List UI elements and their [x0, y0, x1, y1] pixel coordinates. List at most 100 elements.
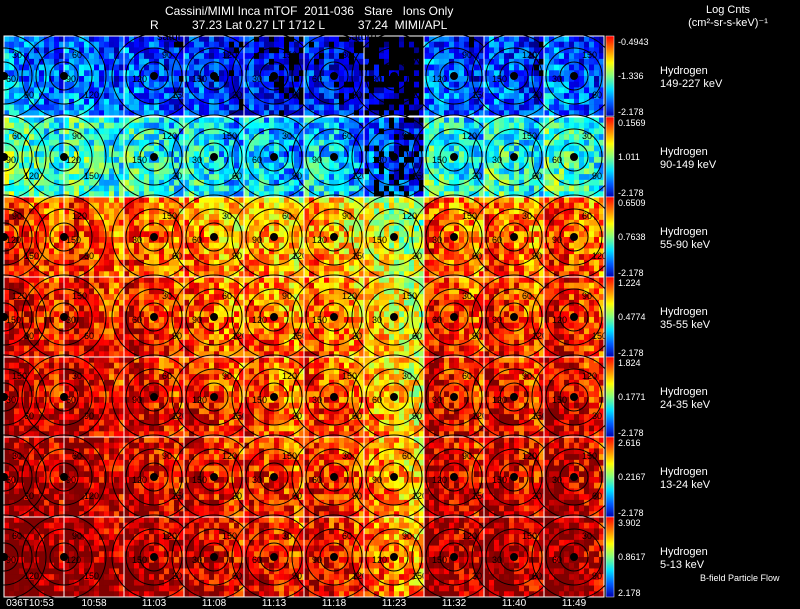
heatmap-cell [114, 98, 120, 105]
heatmap-cell [209, 174, 215, 181]
heatmap-cell [99, 265, 105, 272]
heatmap-cell [144, 259, 150, 266]
heatmap-cell [254, 122, 260, 129]
heatmap-cell [109, 145, 115, 152]
heatmap-cell [344, 47, 350, 54]
heatmap-cell [374, 248, 380, 255]
heatmap-cell [199, 104, 205, 111]
heatmap-cell [444, 76, 450, 83]
contour-label: 30 [492, 155, 502, 165]
contour-label: 60 [12, 131, 22, 141]
heatmap-cell [209, 117, 215, 124]
heatmap-cell [259, 87, 265, 94]
heatmap-cell [184, 110, 190, 117]
heatmap-cell [199, 98, 205, 105]
contour-label: 30 [342, 50, 352, 60]
heatmap-cell [69, 104, 75, 111]
heatmap-cell [354, 64, 360, 71]
heatmap-cell [329, 93, 335, 100]
heatmap-cell [239, 168, 245, 175]
contour-label: 150 [66, 235, 81, 245]
heatmap-cell [324, 237, 330, 244]
heatmap-cell [134, 225, 140, 232]
heatmap-cell [519, 58, 525, 65]
heatmap-cell [119, 254, 125, 261]
heatmap-cell [269, 202, 275, 209]
heatmap-cell [34, 47, 40, 54]
heatmap-cell [469, 191, 475, 198]
heatmap-cell [434, 185, 440, 192]
heatmap-cell [194, 36, 200, 43]
heatmap-cell [559, 53, 565, 60]
heatmap-cell [194, 134, 200, 141]
heatmap-cell [444, 231, 450, 238]
heatmap-cell [284, 265, 290, 272]
heatmap-cell [39, 271, 45, 278]
heatmap-cell [69, 93, 75, 100]
heatmap-cell [64, 117, 70, 124]
heatmap-cell [14, 76, 20, 83]
heatmap-cell [369, 128, 375, 135]
heatmap-cell [239, 58, 245, 65]
heatmap-cell [384, 122, 390, 129]
heatmap-cell [464, 248, 470, 255]
heatmap-cell [599, 93, 605, 100]
heatmap-cell [344, 53, 350, 60]
heatmap-cell [374, 179, 380, 186]
heatmap-cell [499, 70, 505, 77]
heatmap-cell [199, 237, 205, 244]
heatmap-cell [599, 145, 605, 152]
heatmap-cell [459, 254, 465, 261]
heatmap-cell [169, 58, 175, 65]
heatmap-cell [129, 122, 135, 129]
heatmap-cell [329, 128, 335, 135]
heatmap-cell [109, 197, 115, 204]
heatmap-cell [194, 231, 200, 238]
heatmap-cell [419, 145, 425, 152]
heatmap-cell [459, 191, 465, 198]
heatmap-cell [319, 87, 325, 94]
heatmap-cell [539, 191, 545, 198]
heatmap-cell [204, 225, 210, 232]
heatmap-cell [354, 231, 360, 238]
heatmap-cell [569, 174, 575, 181]
heatmap-cell [129, 104, 135, 111]
heatmap-cell [14, 139, 20, 146]
heatmap-cell [139, 259, 145, 266]
heatmap-cell [584, 139, 590, 146]
heatmap-cell [319, 168, 325, 175]
heatmap-cell [209, 265, 215, 272]
saturn-dot [60, 153, 68, 161]
contour-label: 90 [232, 251, 242, 261]
heatmap-cell [54, 179, 60, 186]
heatmap-cell [324, 47, 330, 54]
heatmap-cell [124, 110, 130, 117]
heatmap-cell [54, 248, 60, 255]
heatmap-cell [394, 168, 400, 175]
heatmap-cell [279, 151, 285, 158]
heatmap-cell [284, 185, 290, 192]
heatmap-cell [169, 254, 175, 261]
heatmap-cell [454, 53, 460, 60]
heatmap-cell [184, 87, 190, 94]
heatmap-cell [534, 58, 540, 65]
heatmap-cell [394, 64, 400, 71]
heatmap-cell [559, 151, 565, 158]
heatmap-cell [379, 259, 385, 266]
heatmap-cell [4, 259, 10, 266]
heatmap-cell [144, 64, 150, 71]
contour-label: 150 [24, 251, 39, 261]
heatmap-cell [164, 53, 170, 60]
heatmap-cell [459, 70, 465, 77]
heatmap-cell [474, 117, 480, 124]
heatmap-cell [404, 265, 410, 272]
heatmap-cell [124, 242, 130, 249]
heatmap-cell [334, 179, 340, 186]
heatmap-cell [394, 254, 400, 261]
heatmap-cell [564, 179, 570, 186]
heatmap-cell [589, 64, 595, 71]
heatmap-cell [24, 191, 30, 198]
heatmap-cell [409, 117, 415, 124]
heatmap-cell [364, 151, 370, 158]
heatmap-cell [44, 225, 50, 232]
